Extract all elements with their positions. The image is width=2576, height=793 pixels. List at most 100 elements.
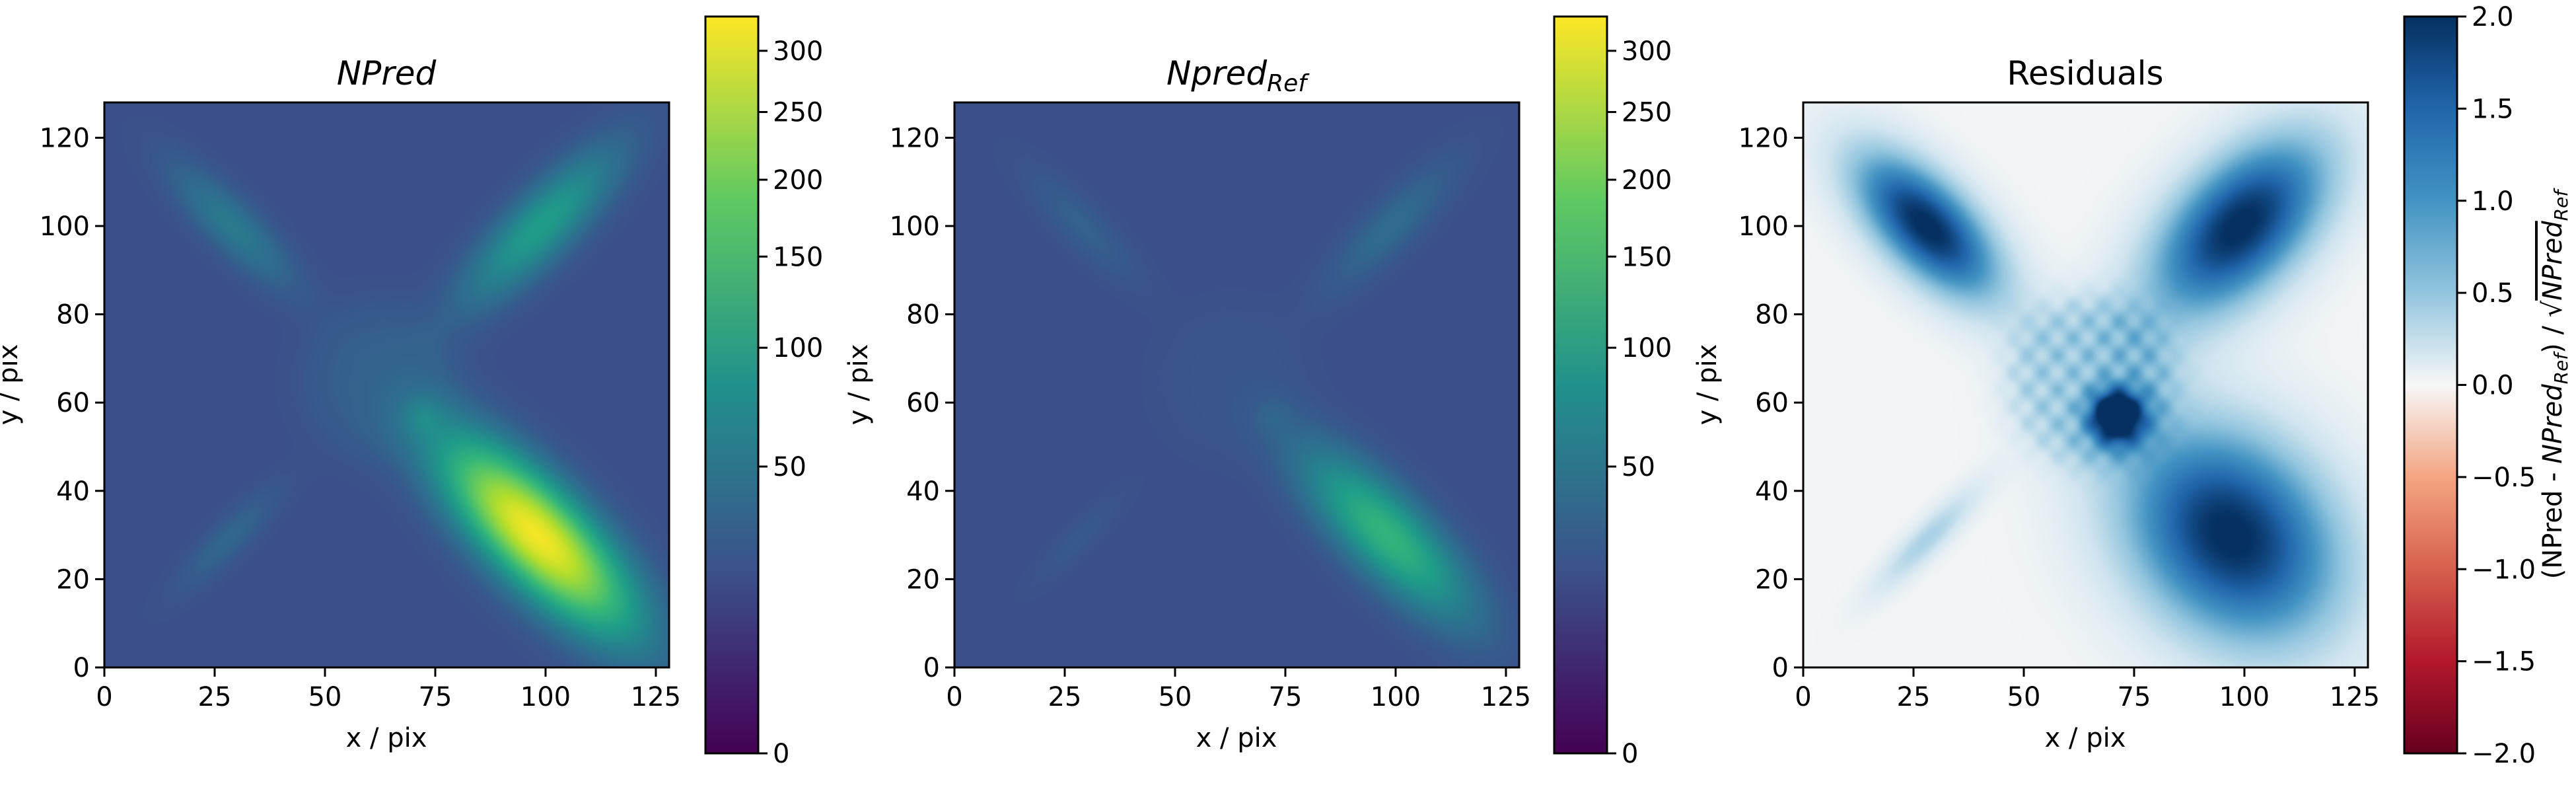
title-subscript: Ref: [1267, 70, 1310, 97]
x-tick-label: 25: [1048, 682, 1082, 712]
y-tick-label: 120: [40, 123, 90, 153]
x-tick-label: 0: [96, 682, 112, 712]
y-tick-label: 80: [906, 300, 940, 330]
colorbar-tick-label: 300: [1622, 36, 1672, 67]
colorbar-ticks: 0 50 100 150 200 250 300: [1607, 36, 1672, 769]
y-tick-label: 0: [73, 653, 90, 683]
colorbar-ticks: 0 50 100 150 200 250 300: [758, 36, 823, 769]
colorbar-gradient: [1553, 15, 1608, 755]
x-tick-label: 75: [419, 682, 452, 712]
x-ticks: 0 25 50 75 100 125: [946, 667, 1531, 712]
title-main: Npred: [1166, 54, 1267, 93]
y-tick-label: 20: [1755, 564, 1789, 595]
colorbar-tick-label: 100: [1622, 333, 1672, 363]
panel-npred: NPred 0 25 50 75 100 125 0 20 40 60 80 100 120 x / …: [0, 15, 823, 769]
y-tick-label: 40: [906, 476, 940, 507]
y-ticks: 0 20 40 60 80 100 120: [1738, 123, 1803, 683]
colorbar-tick-label: 150: [773, 242, 823, 272]
colorbar-gradient: [704, 15, 760, 755]
y-axis-label: y / pix: [1692, 344, 1723, 426]
y-tick-label: 120: [890, 123, 940, 153]
colorbar-tick-label: 250: [1622, 98, 1672, 128]
y-tick-label: 20: [906, 564, 940, 595]
heatmap-image: [954, 102, 1519, 667]
y-tick-label: 120: [1738, 123, 1789, 153]
y-tick-label: 20: [56, 564, 90, 595]
colorbar-tick-label: 300: [773, 36, 823, 67]
colorbar-tick-label: 50: [1622, 452, 1655, 482]
colorbar-label-part: NPred: [2538, 384, 2568, 464]
x-tick-label: 50: [2007, 682, 2041, 712]
y-tick-label: 100: [1738, 211, 1789, 242]
colorbar-label-part: NPred: [2538, 221, 2568, 301]
x-tick-label: 75: [2118, 682, 2151, 712]
y-ticks: 0 20 40 60 80 100 120: [40, 123, 104, 683]
x-tick-label: 25: [198, 682, 232, 712]
x-tick-label: 0: [946, 682, 962, 712]
colorbar-tick-label: −1.0: [2472, 554, 2536, 585]
panel-title: NpredRef: [1166, 54, 1310, 97]
colorbar-tick-label: 0: [773, 739, 789, 769]
x-tick-label: 0: [1795, 682, 1811, 712]
x-tick-label: 25: [1897, 682, 1931, 712]
plot-frame: [1802, 101, 2369, 669]
colorbar-label-part: (NPred -: [2538, 464, 2568, 579]
colorbar: 0 50 100 150 200 250 300: [704, 15, 823, 769]
colorbar-label-part: Ref: [2550, 188, 2572, 221]
y-ticks: 0 20 40 60 80 100 120: [890, 123, 954, 683]
y-axis-label: y / pix: [0, 344, 24, 426]
colorbar-tick-label: 0.0: [2472, 371, 2514, 401]
x-axis-label: x / pix: [346, 723, 427, 753]
colorbar-tick-label: −2.0: [2472, 739, 2536, 769]
colorbar-label-part: Ref: [2550, 351, 2572, 385]
heatmap-image: [104, 102, 669, 667]
colorbar-tick-label: −0.5: [2472, 463, 2536, 493]
panel-residuals: Residuals 0 25 50 75 100 125 020406080100120 …: [1692, 2, 2572, 769]
colorbar-tick-label: 50: [773, 452, 806, 482]
x-tick-label: 100: [1371, 682, 1421, 712]
panel-title: NPred: [337, 54, 437, 93]
y-tick-label: 40: [1755, 476, 1789, 507]
x-tick-label: 100: [2219, 682, 2270, 712]
y-tick-label: 80: [56, 300, 90, 330]
x-tick-label: 50: [1159, 682, 1192, 712]
y-tick-label: 60: [1755, 388, 1789, 418]
y-tick-label: 100: [40, 211, 90, 242]
colorbar: 0 50 100 150 200 250 300: [1553, 15, 1672, 769]
x-tick-label: 125: [631, 682, 681, 712]
y-tick-label: 40: [56, 476, 90, 507]
colorbar: −2.0 −1.5 −1.0 −0.5 0.0 0.5 1.0 1.5 2.0: [2403, 2, 2536, 769]
colorbar-tick-label: 2.0: [2472, 2, 2514, 32]
x-ticks: 0 25 50 75 100 125: [1795, 667, 2380, 712]
x-tick-label: 50: [308, 682, 342, 712]
colorbar-tick-label: 250: [773, 98, 823, 128]
colorbar-tick-label: −1.5: [2472, 647, 2536, 677]
colorbar-tick-label: 150: [1622, 242, 1672, 272]
colorbar-tick-label: 0: [1622, 739, 1638, 769]
x-tick-label: 125: [1481, 682, 1531, 712]
plot-frame: [103, 101, 670, 669]
x-tick-label: 100: [520, 682, 571, 712]
panel-title: Residuals: [2007, 54, 2163, 93]
colorbar-tick-label: 200: [773, 165, 823, 196]
y-tick-label: 0: [923, 653, 940, 683]
colorbar-label-part: ) / √: [2538, 300, 2568, 354]
colorbar-gradient: [2403, 15, 2458, 755]
x-tick-label: 75: [1269, 682, 1303, 712]
colorbar-tick-label: 1.0: [2472, 186, 2514, 217]
y-tick-label: 100: [890, 211, 940, 242]
x-axis-label: x / pix: [1196, 723, 1277, 753]
y-tick-label: 60: [56, 388, 90, 418]
y-tick-label: 0: [1772, 653, 1789, 683]
y-tick-label: 60: [906, 388, 940, 418]
colorbar-tick-label: 100: [773, 333, 823, 363]
colorbar-tick-label: 1.5: [2472, 94, 2514, 124]
colorbar-ticks: −2.0 −1.5 −1.0 −0.5 0.0 0.5 1.0 1.5 2.0: [2457, 2, 2536, 769]
colorbar-tick-label: 0.5: [2472, 278, 2514, 309]
heatmap-image: [1803, 102, 2368, 667]
x-axis-label: x / pix: [2045, 723, 2126, 753]
y-tick-label: 80: [1755, 300, 1789, 330]
colorbar-tick-label: 200: [1622, 165, 1672, 196]
plot-frame: [953, 101, 1521, 669]
